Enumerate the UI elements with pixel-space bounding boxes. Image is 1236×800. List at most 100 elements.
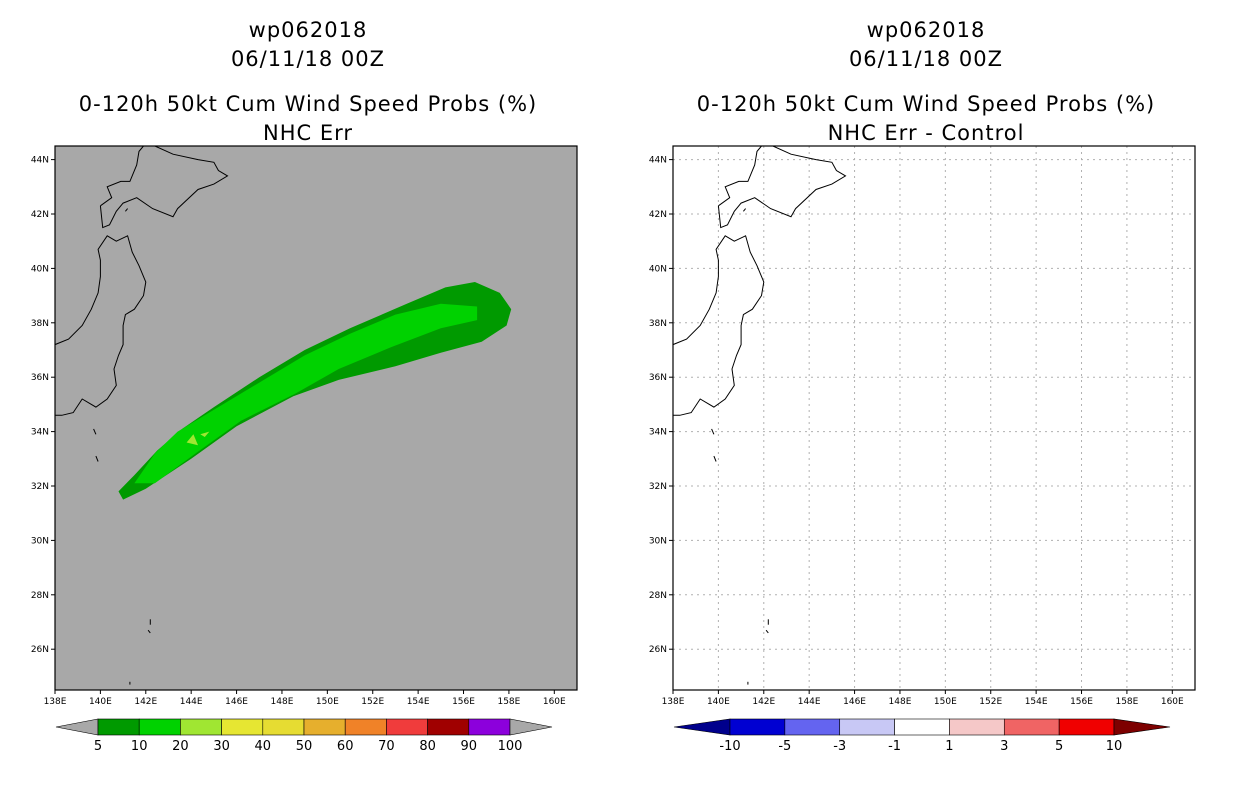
y-tick-label: 38N xyxy=(649,319,667,329)
x-tick-label: 138E xyxy=(44,697,67,707)
plot-inner-0 xyxy=(55,146,512,685)
x-tick-label: 150E xyxy=(316,697,339,707)
colorbar-segment xyxy=(729,718,786,736)
y-tick-label: 28N xyxy=(649,591,667,601)
colorbar-label: 10 xyxy=(1106,739,1123,754)
x-tick-label: 142E xyxy=(134,697,157,707)
y-tick-label: 36N xyxy=(31,373,49,383)
colorbar-label: 1 xyxy=(945,739,953,754)
colorbar-label: 100 xyxy=(498,739,523,754)
coastline-island xyxy=(93,428,97,435)
x-tick-label: 144E xyxy=(180,697,203,707)
colorbar-segment xyxy=(784,718,841,736)
colorbar-label: -5 xyxy=(778,739,791,754)
left-product-title: 0-120h 50kt Cum Wind Speed Probs (%) xyxy=(78,92,538,116)
colorbar-segment xyxy=(303,718,346,736)
right-product-title: 0-120h 50kt Cum Wind Speed Probs (%) xyxy=(696,92,1156,116)
y-tick-label: 36N xyxy=(649,373,667,383)
coastline-hokkaido xyxy=(99,146,229,229)
colorbar-segment xyxy=(221,718,264,736)
y-tick-label: 40N xyxy=(649,264,667,274)
x-tick-label: 152E xyxy=(361,697,384,707)
colorbar-arrow-right xyxy=(509,718,553,736)
coastline-island xyxy=(125,208,128,212)
right-datetime: 06/11/18 00Z xyxy=(848,47,1004,71)
colorbar-label: 30 xyxy=(213,739,230,754)
y-tick-label: 42N xyxy=(31,210,49,220)
colorbar-label: 10 xyxy=(131,739,148,754)
x-tick-label: 160E xyxy=(543,697,566,707)
colorbar-label: 20 xyxy=(172,739,189,754)
coastline-island xyxy=(95,455,99,462)
left-storm-id: wp062018 xyxy=(248,18,368,42)
x-tick-label: 140E xyxy=(707,697,730,707)
y-tick-label: 40N xyxy=(31,264,49,274)
prob-band-10-20 xyxy=(134,303,478,484)
colorbar-segment xyxy=(1058,718,1115,736)
right-subtitle: NHC Err - Control xyxy=(827,121,1025,145)
plot-area-1 xyxy=(673,146,1195,690)
panel-0: 138E 140E 142E 144E 146E 148E 150E 152E 154E 156E… xyxy=(31,145,578,754)
colorbar-segment xyxy=(138,718,181,736)
left-datetime: 06/11/18 00Z xyxy=(230,47,386,71)
colorbar-segment xyxy=(262,718,305,736)
y-tick-label: 30N xyxy=(31,536,49,546)
y-tick-label: 34N xyxy=(649,428,667,438)
x-tick-label: 140E xyxy=(89,697,112,707)
plot-frame-0 xyxy=(54,145,578,691)
x-tick-label: 158E xyxy=(497,697,520,707)
y-tick-label: 38N xyxy=(31,319,49,329)
coastline-island xyxy=(147,629,151,634)
left-subtitle: NHC Err xyxy=(262,121,353,145)
y-tick-label: 32N xyxy=(649,482,667,492)
x-tick-label: 148E xyxy=(271,697,294,707)
colorbar-segment xyxy=(894,718,950,736)
colorbar-label: 50 xyxy=(296,739,313,754)
x-tick-label: 158E xyxy=(1115,697,1138,707)
colorbar-arrow-left xyxy=(55,718,99,736)
colorbar-label: -3 xyxy=(833,739,846,754)
y-tick-label: 26N xyxy=(31,645,49,655)
coastline-island xyxy=(765,629,769,634)
x-tick-label: 156E xyxy=(452,697,475,707)
left-title-block: wp062018 06/11/18 00Z 0-120h 50kt Cum Wi… xyxy=(28,16,588,148)
colorbar-label: 40 xyxy=(255,739,272,754)
y-tick-label: 28N xyxy=(31,591,49,601)
y-tick-label: 34N xyxy=(31,428,49,438)
coastline-island xyxy=(711,428,715,435)
plot-area-0 xyxy=(55,146,577,690)
plot-frame-1 xyxy=(672,145,1196,691)
colorbar-segment xyxy=(468,718,511,736)
coastline-hokkaido xyxy=(717,146,847,229)
y-tick-label: 30N xyxy=(649,536,667,546)
coastline-honshu xyxy=(673,235,765,416)
right-title-block: wp062018 06/11/18 00Z 0-120h 50kt Cum Wi… xyxy=(646,16,1206,148)
x-tick-label: 160E xyxy=(1161,697,1184,707)
colorbar-segment xyxy=(949,718,1005,736)
colorbar-label: 90 xyxy=(461,739,478,754)
colorbar-label: 5 xyxy=(1055,739,1063,754)
colorbar-label: 60 xyxy=(337,739,354,754)
panel-1: 138E 140E 142E 144E 146E 148E 150E 152E 154E 156E… xyxy=(649,145,1196,754)
x-tick-label: 152E xyxy=(979,697,1002,707)
y-tick-label: 44N xyxy=(31,156,49,166)
colorbar-segment xyxy=(1003,718,1060,736)
prob-band-20-30 xyxy=(186,434,198,446)
colorbar-segment xyxy=(344,718,387,736)
colorbar-label: 5 xyxy=(94,739,102,754)
prob-band-20-30 xyxy=(200,431,210,437)
colorbar-segment xyxy=(97,718,140,736)
coastline-island xyxy=(713,455,717,462)
colorbar-label: -10 xyxy=(719,739,740,754)
right-storm-id: wp062018 xyxy=(866,18,986,42)
colorbar-label: 3 xyxy=(1000,739,1008,754)
x-tick-label: 148E xyxy=(889,697,912,707)
x-tick-label: 144E xyxy=(798,697,821,707)
colorbar-arrow-right xyxy=(1113,718,1171,736)
colorbar-label: 70 xyxy=(378,739,395,754)
x-tick-label: 154E xyxy=(407,697,430,707)
colorbar-segment xyxy=(386,718,428,736)
colorbar-0: 5 10 20 30 40 50 60 70 80 90 100 xyxy=(55,718,553,754)
coastline-island xyxy=(743,208,746,212)
